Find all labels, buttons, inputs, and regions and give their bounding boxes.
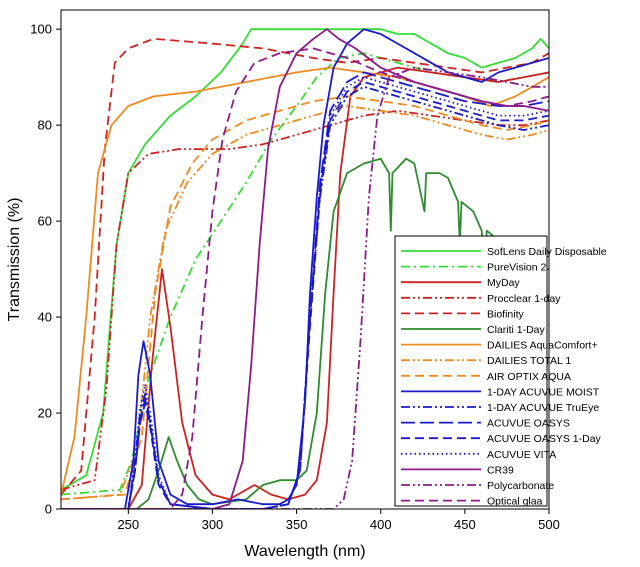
series-line-16	[61, 47, 549, 509]
series-line-4	[61, 37, 549, 496]
legend-label: AIR OPTIX AQUA	[487, 371, 571, 383]
legend: SofLens Daily Disposable PureVision 2 MyDa…	[394, 235, 607, 508]
series-line-5	[61, 157, 549, 509]
legend-label: CR39	[487, 464, 514, 476]
series-line-7	[61, 105, 549, 501]
x-axis-title: Wavelength (nm)	[244, 543, 365, 560]
legend-label: Clariti 1-Day	[487, 324, 546, 336]
legend-label: 1-DAY ACUVUE TruEye	[487, 402, 599, 414]
y-tick-label: 20	[38, 406, 52, 421]
y-tick-label: 0	[45, 502, 52, 517]
legend-label: ACUVUE OASYS	[487, 418, 570, 430]
series-line-1	[61, 52, 549, 496]
legend-label: PureVision 2	[487, 262, 547, 274]
legend-label: Optical glaa	[487, 496, 543, 508]
y-tick-label: 60	[38, 214, 52, 229]
legend-label: ACUVUE VITA	[487, 449, 556, 461]
legend-label: Procclear 1-day	[487, 293, 561, 305]
x-axis: 250 300 350 400 450 500	[61, 508, 560, 532]
series-line-0	[61, 28, 549, 491]
series-line-15	[61, 66, 549, 509]
y-axis: 0 20 40 60 80 100	[30, 10, 62, 517]
series-line-6	[61, 66, 549, 495]
legend-label: 1-DAY ACUVUE MOIST	[487, 386, 600, 398]
x-tick-label: 500	[538, 517, 560, 532]
legend-label: DAILIES TOTAL 1	[487, 355, 571, 367]
x-tick-label: 300	[202, 517, 224, 532]
series-line-8	[61, 95, 549, 501]
x-tick-label: 450	[454, 517, 476, 532]
series-layer	[61, 28, 549, 509]
x-tick-label: 400	[370, 517, 392, 532]
legend-label: MyDay	[487, 277, 520, 289]
legend-label: Biofinity	[487, 308, 525, 320]
legend-label: Polycarbonate	[487, 480, 554, 492]
series-line-13	[61, 76, 549, 509]
legend-box	[394, 235, 548, 507]
y-tick-label: 100	[30, 22, 52, 37]
x-tick-label: 350	[286, 517, 308, 532]
legend-label: DAILIES AquaComfort+	[487, 340, 598, 352]
legend-label: SofLens Daily Disposable	[487, 246, 607, 258]
x-tick-label: 250	[117, 517, 139, 532]
y-tick-label: 40	[38, 310, 52, 325]
series-line-9	[61, 28, 549, 509]
y-tick-label: 80	[38, 118, 52, 133]
series-line-11	[61, 71, 549, 509]
y-axis-title: Transmission (%)	[6, 198, 23, 322]
legend-label: ACUVUE OASYS 1-Day	[487, 433, 602, 445]
